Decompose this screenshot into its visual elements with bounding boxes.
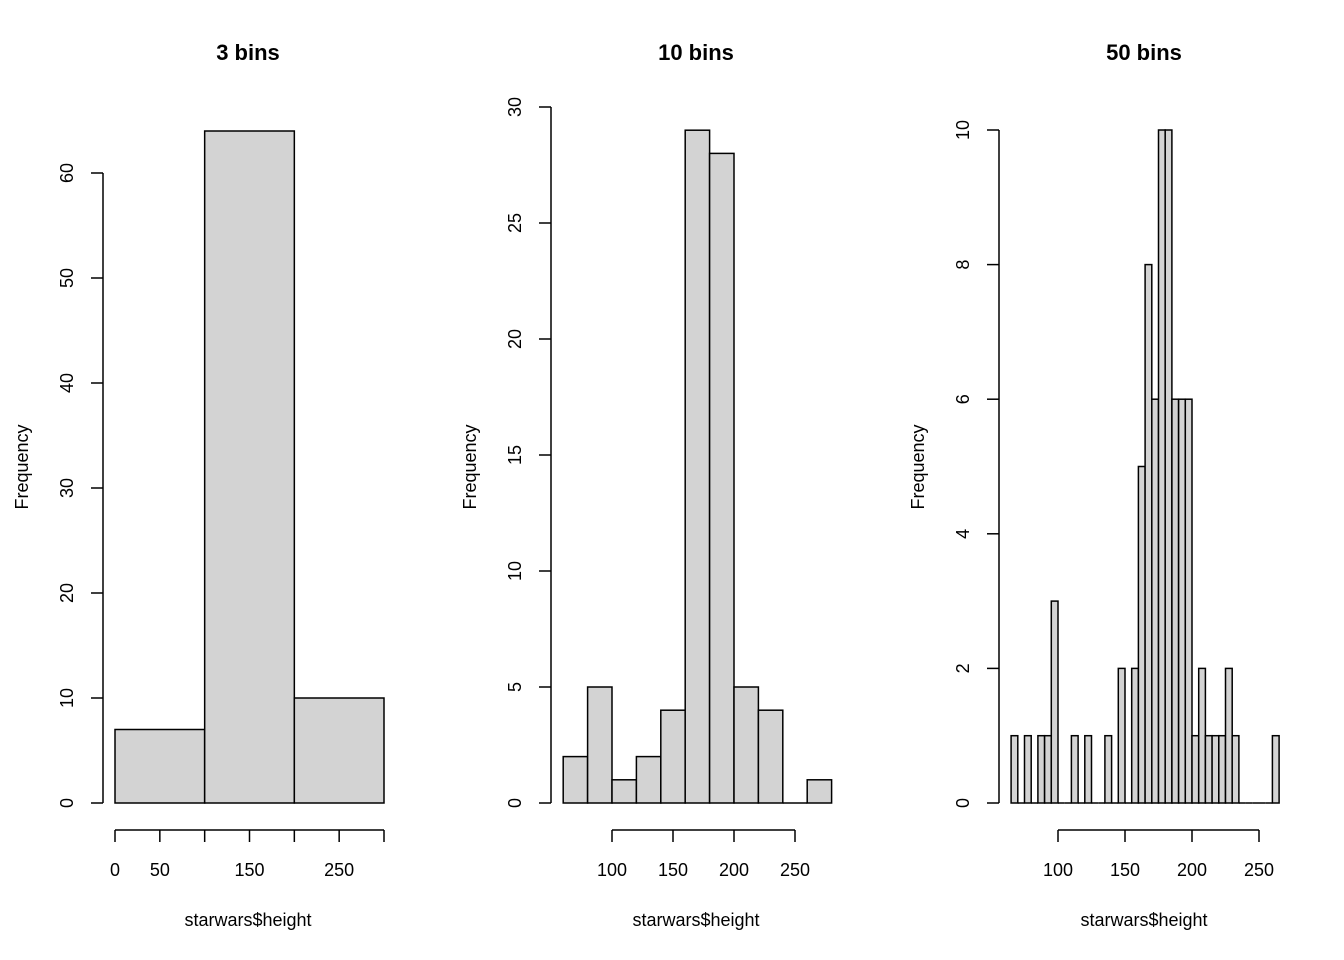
y-axis-label: Frequency bbox=[908, 424, 928, 509]
histogram-panel-1: 3 bins starwars$height Frequency 0 10 20 30 40 5… bbox=[12, 40, 385, 930]
x-tick-label: 250 bbox=[780, 860, 810, 880]
y-axis-label: Frequency bbox=[460, 424, 480, 509]
histogram-bar bbox=[1211, 734, 1220, 804]
x-tick-label: 0 bbox=[110, 860, 120, 880]
y-tick-label: 4 bbox=[953, 529, 973, 539]
y-tick-label: 0 bbox=[57, 798, 77, 808]
x-tick-label: 150 bbox=[234, 860, 264, 880]
histogram-bar bbox=[1224, 667, 1233, 804]
x-axis-label: starwars$height bbox=[184, 910, 311, 930]
histogram-bar bbox=[1231, 734, 1240, 804]
histogram-bar bbox=[1050, 600, 1059, 804]
y-tick-label: 20 bbox=[57, 583, 77, 603]
x-tick-label: 250 bbox=[1244, 860, 1274, 880]
chart-title: 3 bins bbox=[216, 40, 280, 65]
chart-title: 10 bins bbox=[658, 40, 734, 65]
y-tick-label: 25 bbox=[505, 213, 525, 233]
x-tick-label: 250 bbox=[324, 860, 354, 880]
histogram-bar bbox=[1043, 734, 1053, 804]
y-tick-label: 60 bbox=[57, 163, 77, 183]
y-tick-label: 0 bbox=[505, 798, 525, 808]
histogram-bar bbox=[1023, 734, 1032, 804]
histogram-bar bbox=[1157, 129, 1166, 804]
histogram-bar bbox=[1184, 398, 1193, 804]
y-axis-label: Frequency bbox=[12, 424, 32, 509]
histogram-bar bbox=[806, 779, 833, 804]
histogram-bar bbox=[1271, 734, 1280, 804]
x-tick-label: 200 bbox=[1177, 860, 1207, 880]
histogram-bar bbox=[1177, 398, 1187, 804]
histogram-bar bbox=[1010, 734, 1019, 804]
y-tick-label: 30 bbox=[57, 478, 77, 498]
x-tick-label: 50 bbox=[150, 860, 170, 880]
x-tick-label: 100 bbox=[1043, 860, 1073, 880]
histogram-bar bbox=[708, 152, 735, 804]
y-tick-label: 10 bbox=[57, 688, 77, 708]
chart-title: 50 bins bbox=[1106, 40, 1182, 65]
histogram-bar bbox=[733, 686, 760, 804]
y-tick-label: 0 bbox=[953, 798, 973, 808]
y-tick-label: 5 bbox=[505, 682, 525, 692]
x-tick-label: 100 bbox=[597, 860, 627, 880]
histogram-bar bbox=[1218, 734, 1227, 804]
histogram-bar bbox=[1164, 129, 1173, 804]
histogram-bar bbox=[114, 728, 206, 804]
y-tick-label: 40 bbox=[57, 373, 77, 393]
histogram-bar bbox=[586, 686, 613, 804]
histogram-bar bbox=[1070, 734, 1079, 804]
histogram-bar bbox=[203, 130, 296, 804]
histogram-bar bbox=[1151, 398, 1160, 804]
histogram-bar bbox=[1117, 667, 1126, 804]
histogram-bar bbox=[611, 779, 638, 804]
histogram-bar bbox=[293, 697, 385, 804]
histogram-bar bbox=[1037, 734, 1046, 804]
x-axis-label: starwars$height bbox=[1080, 910, 1207, 930]
y-tick-label: 8 bbox=[953, 260, 973, 270]
histogram-bar bbox=[1104, 734, 1113, 804]
x-tick-label: 150 bbox=[1110, 860, 1140, 880]
histogram-bar bbox=[1084, 734, 1093, 804]
histogram-bar bbox=[1197, 667, 1207, 804]
histogram-bar bbox=[1171, 398, 1180, 804]
histogram-bar bbox=[562, 755, 589, 804]
y-tick-label: 50 bbox=[57, 268, 77, 288]
histogram-bar bbox=[757, 709, 784, 804]
histogram-panel-2: 10 bins starwars$height Frequency 0 5 10 15 20 2… bbox=[460, 40, 833, 930]
histogram-bar bbox=[1144, 263, 1153, 804]
y-tick-label: 10 bbox=[953, 120, 973, 140]
y-tick-label: 15 bbox=[505, 445, 525, 465]
y-tick-label: 2 bbox=[953, 663, 973, 673]
x-axis-label: starwars$height bbox=[632, 910, 759, 930]
histogram-bar bbox=[1191, 734, 1200, 804]
histogram-bar bbox=[1204, 734, 1213, 804]
histogram-panel-3: 50 bins starwars$height Frequency 0 2 4 6 8 10 10… bbox=[908, 40, 1280, 930]
y-tick-label: 10 bbox=[505, 561, 525, 581]
histogram-bar bbox=[1137, 465, 1146, 804]
histogram-bar bbox=[635, 755, 662, 804]
x-tick-label: 200 bbox=[719, 860, 749, 880]
y-tick-label: 30 bbox=[505, 97, 525, 117]
y-tick-label: 20 bbox=[505, 329, 525, 349]
histogram-bar bbox=[660, 709, 686, 804]
histogram-bar bbox=[1130, 667, 1140, 804]
y-tick-label: 6 bbox=[953, 394, 973, 404]
x-tick-label: 150 bbox=[658, 860, 688, 880]
histogram-bar bbox=[684, 129, 711, 804]
